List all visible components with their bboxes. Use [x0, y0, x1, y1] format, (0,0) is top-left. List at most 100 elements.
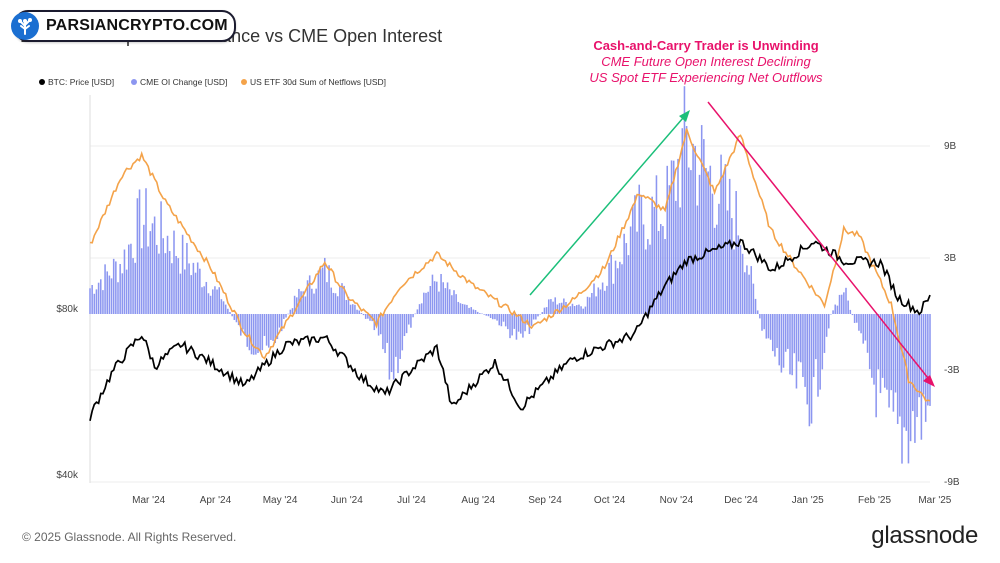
cme-bar — [181, 234, 184, 314]
cme-bar — [403, 314, 406, 337]
cme-bar — [190, 275, 193, 314]
cme-bar — [390, 314, 393, 373]
cme-bar — [483, 314, 485, 315]
cme-bar — [257, 314, 259, 354]
cme-bar — [746, 265, 748, 314]
cme-bar — [595, 296, 597, 314]
legend-label-price: BTC: Price [USD] — [48, 77, 114, 87]
cme-bar — [690, 170, 692, 314]
cme-bar — [575, 305, 578, 314]
cme-bar — [588, 297, 591, 314]
cme-bar — [252, 314, 255, 355]
cme-bar — [532, 314, 535, 320]
cme-bar — [677, 158, 679, 314]
y-right-tick-label: -9B — [944, 477, 960, 488]
cme-bar — [685, 126, 688, 314]
legend: BTC: Price [USD] CME OI Change [USD] US … — [39, 77, 386, 87]
cme-bar — [918, 314, 921, 398]
cme-bar — [97, 282, 100, 314]
cme-bar — [134, 262, 137, 314]
cme-bar — [649, 244, 651, 314]
x-tick-label: May '24 — [263, 495, 298, 506]
cme-bar — [291, 308, 294, 314]
cme-bar — [272, 314, 274, 341]
cme-bar — [513, 314, 516, 329]
cme-bar — [756, 310, 759, 314]
cme-bar — [873, 314, 875, 385]
cme-bar — [522, 314, 524, 338]
cme-bar — [567, 306, 569, 314]
cme-bar — [339, 286, 341, 314]
uptrend-arrow-line — [529, 117, 684, 296]
cme-bar — [231, 314, 233, 317]
cme-bar — [825, 314, 828, 337]
cme-bar — [780, 314, 783, 373]
cme-bar — [459, 303, 462, 314]
cme-bar — [535, 314, 537, 320]
cme-bar — [149, 231, 152, 314]
cme-bar — [642, 224, 645, 314]
cme-bar — [584, 306, 587, 314]
cme-bar — [227, 308, 229, 314]
cme-bar — [192, 262, 195, 314]
cme-bar — [507, 314, 509, 330]
cme-bar — [868, 314, 871, 370]
cme-bar — [864, 314, 867, 341]
cme-bar — [455, 294, 457, 314]
x-tick-label: Aug '24 — [461, 495, 495, 506]
cme-bar — [621, 264, 623, 314]
cme-bar — [494, 314, 496, 320]
x-tick-label: Jan '25 — [792, 495, 824, 506]
cme-bar — [647, 239, 649, 314]
cme-bar — [750, 266, 753, 314]
y-axis-left: $80k $40k — [56, 304, 79, 481]
cme-bar — [679, 207, 681, 314]
cme-bar — [504, 314, 507, 327]
tree-logo-icon — [11, 12, 39, 40]
cme-bar — [418, 304, 421, 314]
legend-label-cme: CME OI Change [USD] — [140, 77, 227, 87]
cme-bar — [479, 313, 481, 314]
downtrend-arrow-head — [923, 375, 935, 387]
cme-bar — [183, 269, 186, 314]
cme-bar — [871, 314, 873, 378]
cme-bar — [425, 292, 427, 314]
cme-bar — [776, 314, 778, 348]
cme-bar — [147, 246, 149, 314]
cme-bar — [261, 314, 264, 351]
cme-bar — [539, 314, 541, 315]
cme-bar — [423, 292, 425, 314]
cme-bar — [364, 314, 367, 319]
cme-bar — [451, 295, 453, 314]
cme-bar — [812, 314, 815, 378]
cme-bar — [838, 294, 841, 314]
cme-bar — [823, 314, 826, 353]
cme-bar — [448, 289, 451, 314]
cme-bar — [289, 309, 292, 314]
cme-bar — [235, 314, 238, 323]
cme-bar — [222, 301, 225, 314]
cme-bar — [375, 314, 378, 326]
cme-bar — [849, 309, 852, 314]
cme-bar — [858, 314, 860, 331]
cme-bar — [569, 306, 572, 314]
y-axis-right: 9B 3B -3B -9B — [944, 141, 960, 488]
cme-bar — [278, 314, 281, 328]
cme-bar — [377, 314, 380, 336]
cme-bar — [606, 285, 608, 314]
x-tick-label: Mar '25 — [918, 495, 951, 506]
cme-bar — [715, 224, 718, 314]
cme-bar — [797, 314, 800, 362]
y-right-tick-label: 3B — [944, 253, 957, 264]
cme-bar — [886, 314, 888, 390]
x-axis: Mar '24 Apr '24 May '24 Jun '24 Jul '24 Aug '… — [132, 495, 952, 506]
cme-bar — [248, 314, 251, 351]
cme-bar — [407, 314, 410, 325]
cme-bar — [207, 293, 210, 314]
watermark-text: PARSIANCRYPTO.COM — [46, 17, 228, 34]
cme-bar — [119, 263, 121, 314]
annotation-line-1: CME Future Open Interest Declining — [601, 54, 811, 69]
cme-bar — [444, 288, 447, 314]
cme-bar — [832, 310, 834, 314]
cme-bar — [319, 268, 322, 314]
